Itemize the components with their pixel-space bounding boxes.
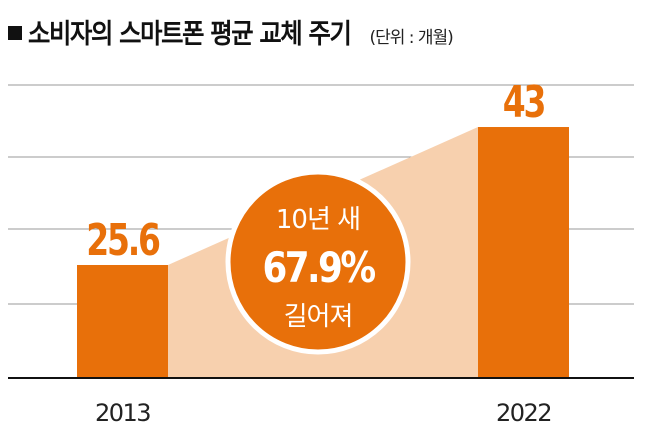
badge-line3: 길어져 bbox=[284, 302, 353, 332]
bar-2022 bbox=[478, 127, 569, 378]
unit-label: (단위 : 개월) bbox=[369, 28, 453, 48]
growth-badge: 10년 새 67.9% 길어져 bbox=[225, 169, 411, 355]
badge-percent: 67.9% bbox=[262, 244, 375, 292]
chart-title: 소비자의 스마트폰 평균 교체 주기 (단위 : 개월) bbox=[8, 12, 454, 51]
x-tick-label-2022: 2022 bbox=[496, 399, 551, 427]
data-label-2022: 43 bbox=[503, 77, 544, 128]
growth-badge-circle bbox=[225, 169, 411, 355]
chart-title-text: 소비자의 스마트폰 평균 교체 주기 bbox=[28, 19, 352, 50]
x-tick-label-2013: 2013 bbox=[95, 399, 150, 427]
bar-2013 bbox=[77, 264, 168, 378]
title-bullet-icon bbox=[8, 26, 22, 40]
badge-line1: 10년 새 bbox=[276, 205, 360, 235]
data-label-2013: 25.6 bbox=[86, 215, 159, 266]
